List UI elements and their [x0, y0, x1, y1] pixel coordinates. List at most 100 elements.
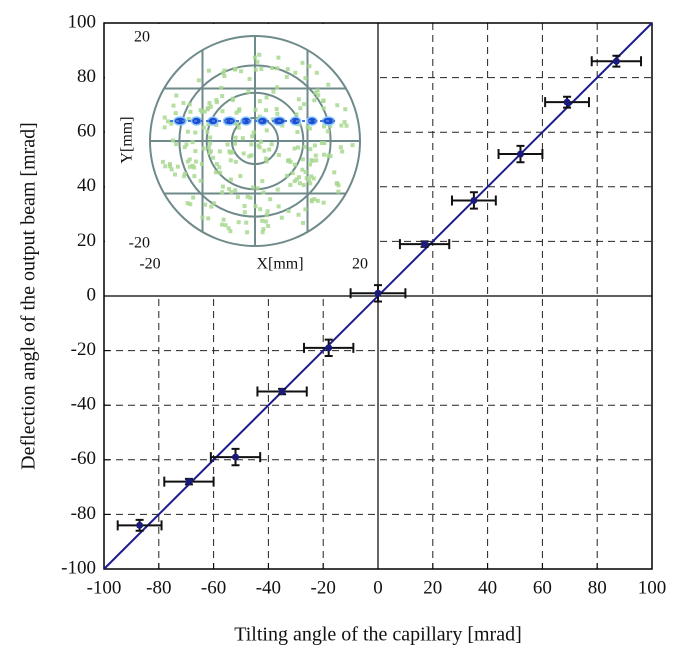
- inset-dot: [181, 101, 185, 105]
- inset-dot: [332, 170, 336, 174]
- inset-dot: [250, 134, 254, 138]
- inset-dot: [220, 94, 224, 98]
- inset-dot: [275, 66, 279, 70]
- inset-dot: [200, 162, 204, 166]
- inset-dot: [308, 147, 312, 151]
- inset-dot: [275, 107, 279, 111]
- data-point: [375, 290, 382, 297]
- inset-dot: [275, 112, 279, 116]
- inset-dot: [343, 120, 347, 124]
- inset-dot: [238, 174, 242, 178]
- inset-dot: [207, 145, 211, 149]
- inset-dot: [322, 99, 326, 103]
- inset-dot: [218, 171, 222, 175]
- inset-dot: [340, 150, 344, 154]
- inset-dot: [295, 130, 299, 134]
- inset-dot: [293, 71, 297, 75]
- inset-dot: [221, 185, 225, 189]
- inset-dot: [258, 207, 262, 211]
- inset-dot: [231, 97, 235, 101]
- inset-dot: [243, 204, 247, 208]
- inset-dot: [192, 174, 196, 178]
- inset-dot: [336, 190, 340, 194]
- inset-dot: [200, 215, 204, 219]
- inset-dot: [298, 106, 302, 110]
- inset-dot: [191, 196, 195, 200]
- inset-dot: [302, 102, 306, 106]
- inset-dot: [259, 67, 263, 71]
- inset-dot: [166, 119, 170, 123]
- inset-dot: [202, 126, 206, 130]
- inset-dot: [244, 221, 248, 225]
- inset-dot: [266, 224, 270, 228]
- inset-dot: [197, 78, 201, 82]
- inset-dot: [233, 142, 237, 146]
- inset-dot: [339, 145, 343, 149]
- inset-dot: [227, 187, 231, 191]
- inset-dot: [276, 188, 280, 192]
- inset-dot: [260, 219, 264, 223]
- inset-dot: [174, 142, 178, 146]
- inset-dot: [191, 140, 195, 144]
- inset-y-tick-label: 20: [134, 29, 150, 46]
- inset-dot: [296, 145, 300, 149]
- inset-x-tick-label: 20: [352, 256, 368, 273]
- inset-dot: [322, 153, 326, 157]
- inset-dot: [344, 124, 348, 128]
- inset-dot: [285, 174, 289, 178]
- inset-dot: [255, 60, 259, 64]
- inset-dot: [276, 56, 280, 60]
- y-tick-label: -60: [71, 448, 96, 469]
- inset-dot: [214, 98, 218, 102]
- inset-dot: [264, 108, 268, 112]
- inset-dot: [313, 143, 317, 147]
- inset-dot: [270, 142, 274, 146]
- y-tick-label: 60: [77, 121, 96, 142]
- x-tick-label: 80: [588, 577, 607, 598]
- inset-dot: [186, 130, 190, 134]
- data-point: [279, 388, 286, 395]
- inset-dot: [254, 204, 258, 208]
- inset-dot: [297, 97, 301, 101]
- inset-dot: [226, 143, 230, 147]
- inset-dot: [303, 76, 307, 80]
- inset-dot: [193, 131, 197, 135]
- inset-dot: [275, 85, 279, 89]
- inset-dot: [214, 170, 218, 174]
- x-tick-label: -40: [256, 577, 281, 598]
- y-tick-label: -40: [71, 394, 96, 415]
- inset-dot: [256, 186, 260, 190]
- inset-dot: [220, 190, 224, 194]
- inset-dot: [237, 126, 241, 130]
- inset-dot: [252, 130, 256, 134]
- inset-dot: [237, 220, 241, 224]
- inset-dot: [306, 125, 310, 129]
- inset-dot: [206, 216, 210, 220]
- inset-dot: [173, 173, 177, 177]
- inset-dot: [314, 158, 318, 162]
- inset-dot: [291, 171, 295, 175]
- inset-dot: [294, 112, 298, 116]
- x-tick-label: 100: [638, 577, 667, 598]
- inset-dot: [297, 175, 301, 179]
- inset-dot: [254, 68, 258, 72]
- page: {"chart_data": [ {"type": "scatter", "xl…: [0, 0, 682, 654]
- inset-dot: [298, 181, 302, 185]
- inset-dot: [265, 128, 269, 132]
- inset-dot: [343, 107, 347, 111]
- inset-dot: [268, 197, 272, 201]
- inset-dot: [339, 124, 343, 128]
- inset-dot: [237, 107, 241, 111]
- inset-dot: [188, 157, 192, 161]
- inset-dot: [326, 83, 330, 87]
- inset-dot: [182, 174, 186, 178]
- inset-dot: [249, 142, 253, 146]
- y-tick-label: 0: [87, 284, 97, 305]
- inset-dot: [188, 110, 192, 114]
- inset-dot: [169, 122, 173, 126]
- inset-dot: [267, 148, 271, 152]
- data-point: [136, 522, 143, 529]
- data-point: [564, 99, 571, 106]
- inset-dot: [211, 156, 215, 160]
- inset-dot: [229, 178, 233, 182]
